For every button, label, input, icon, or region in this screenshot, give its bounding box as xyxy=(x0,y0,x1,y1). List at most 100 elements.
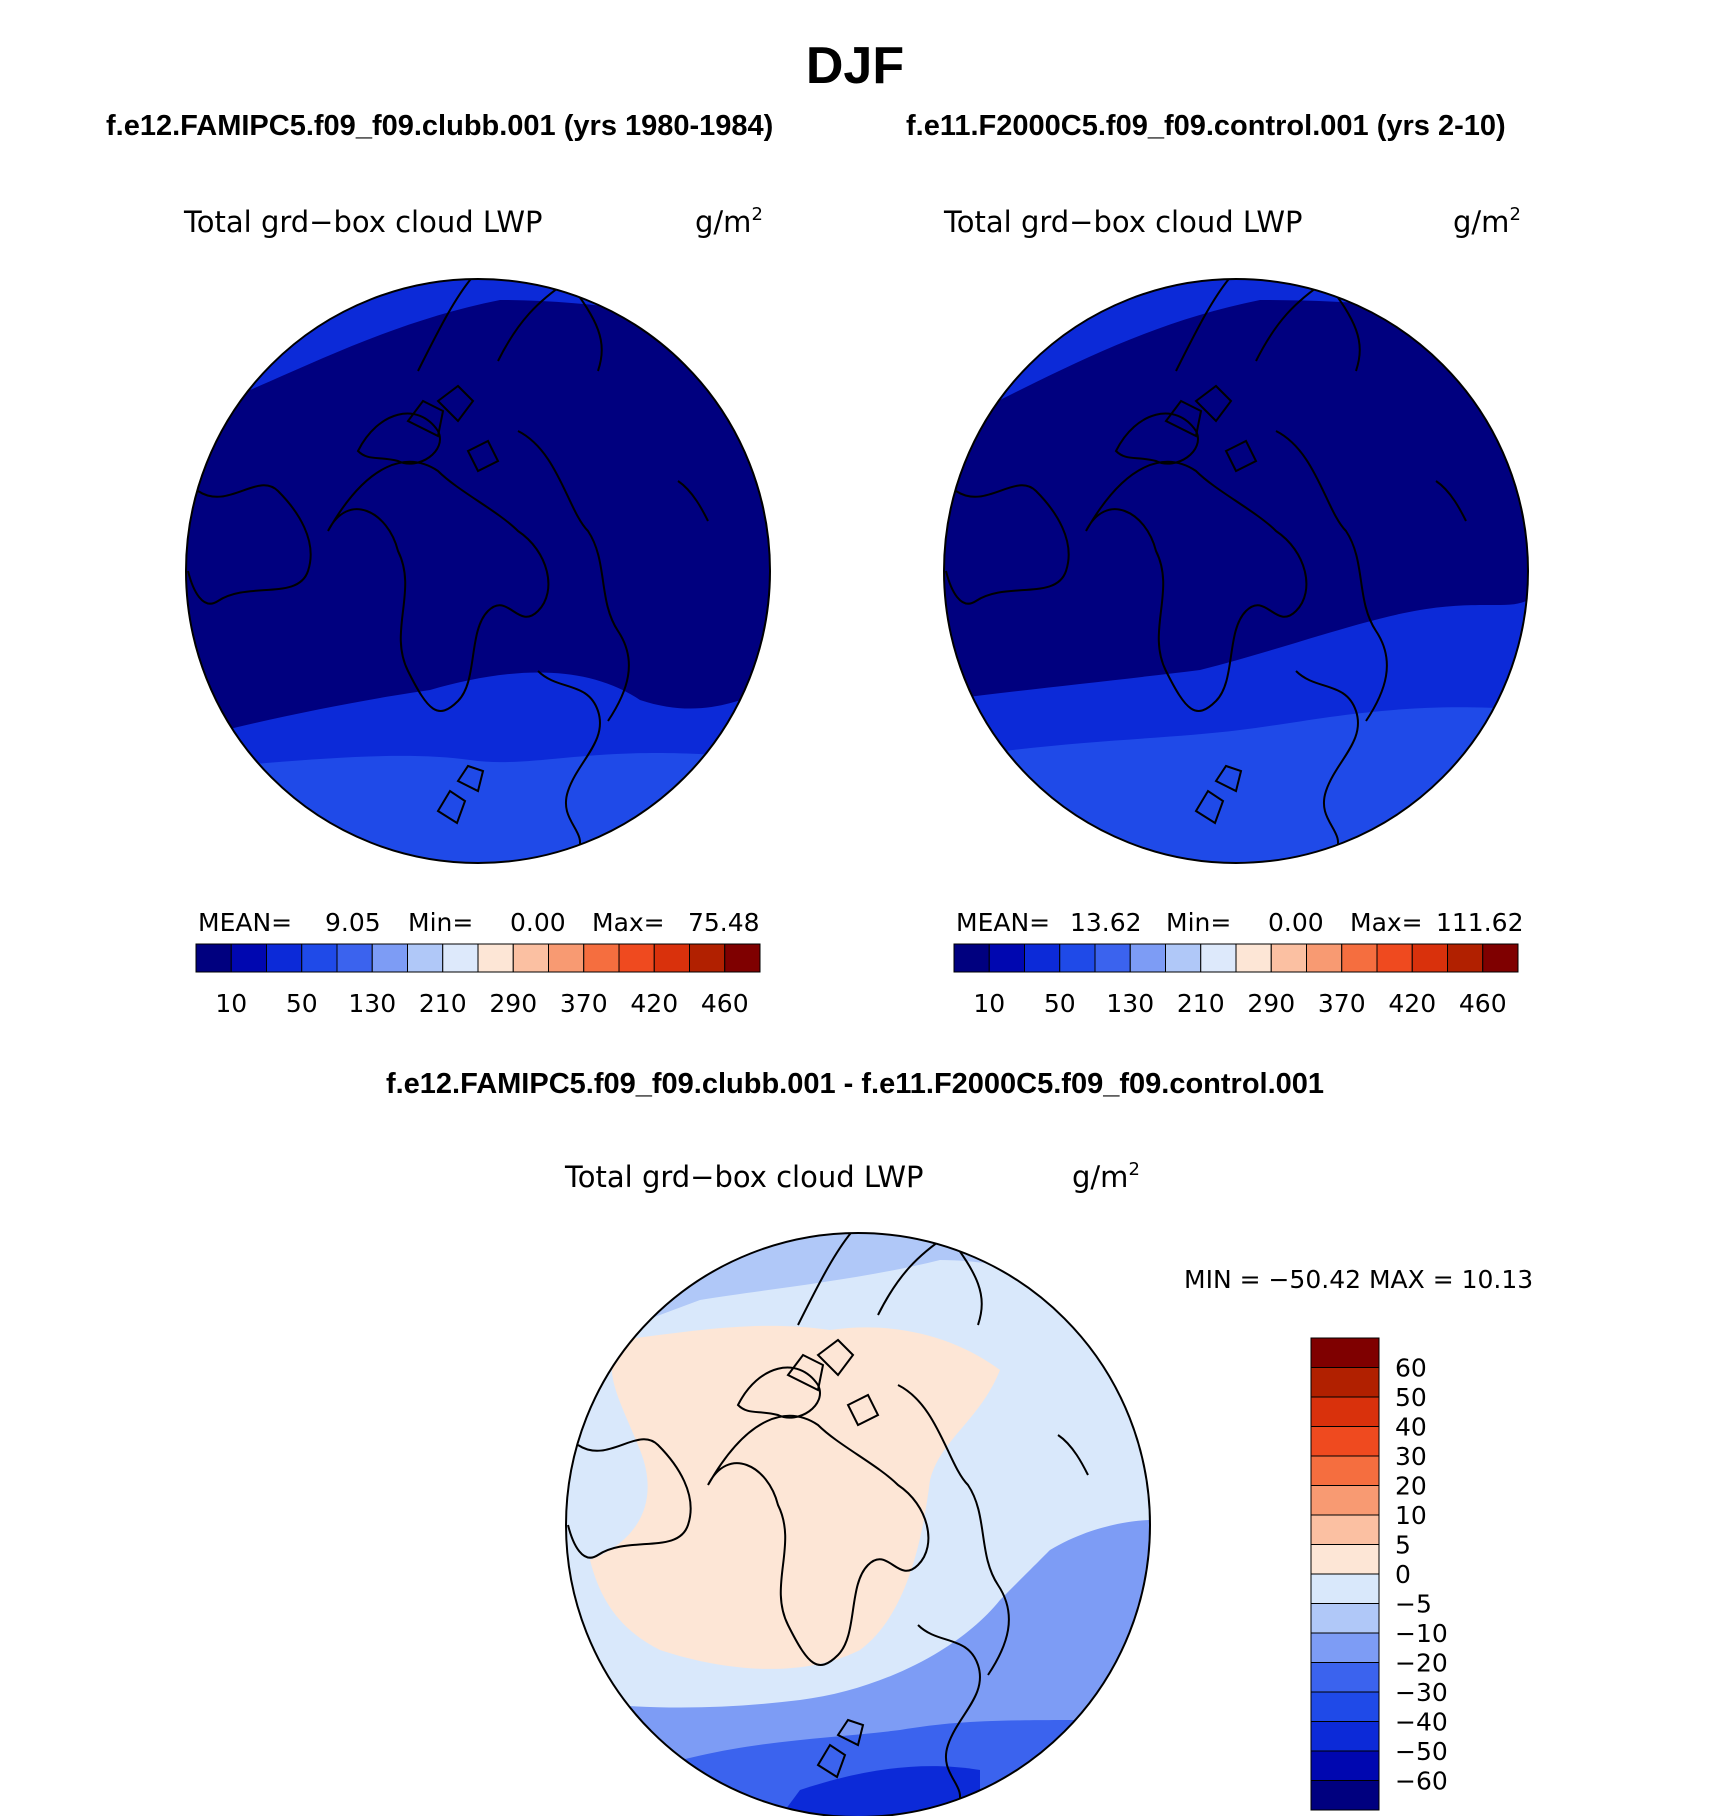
left-colorbar: 10 50 130 210 290 370 420 460 xyxy=(195,943,761,1018)
left-colorbar-swatch xyxy=(618,943,655,973)
left-colorbar-tick-label: 50 xyxy=(286,989,318,1018)
diff-colorbar-tick-label: 60 xyxy=(1395,1354,1427,1383)
diff-colorbar-swatch xyxy=(1310,1396,1380,1427)
left-min-value: 0.00 xyxy=(510,908,566,937)
right-colorbar-swatch xyxy=(1482,943,1519,973)
right-colorbar-tick-label: 290 xyxy=(1247,989,1295,1018)
left-colorbar-tick-label: 460 xyxy=(701,989,749,1018)
right-map: Total grd−box cloud LWP g/m2 MEAN= 13.62… xyxy=(943,204,1529,1018)
diff-colorbar-swatch xyxy=(1310,1573,1380,1604)
left-colorbar-swatch xyxy=(371,943,408,973)
right-min-value: 0.00 xyxy=(1268,908,1324,937)
diff-colorbar-tick-label: −40 xyxy=(1395,1708,1448,1737)
diff-colorbar-tick-label: −20 xyxy=(1395,1649,1448,1678)
left-colorbar-tick-label: 290 xyxy=(489,989,537,1018)
diff-map: Total grd−box cloud LWP g/m2 MIN = −50.4… xyxy=(564,1159,1533,1816)
right-colorbar-swatch xyxy=(1447,943,1484,973)
right-colorbar-swatch xyxy=(953,943,990,973)
right-colorbar-swatch xyxy=(1235,943,1272,973)
left-colorbar-swatch xyxy=(548,943,585,973)
right-colorbar-tick-label: 370 xyxy=(1318,989,1366,1018)
left-colorbar-swatch xyxy=(407,943,444,973)
right-units-label: g/m2 xyxy=(1453,204,1521,239)
right-colorbar-swatch xyxy=(1306,943,1343,973)
diff-colorbar-swatch xyxy=(1310,1367,1380,1398)
diff-colorbar-swatch xyxy=(1310,1780,1380,1811)
right-colorbar-swatch xyxy=(1376,943,1413,973)
left-colorbar-tick-label: 130 xyxy=(348,989,396,1018)
right-colorbar-tick-label: 130 xyxy=(1106,989,1154,1018)
diff-colorbar-tick-label: 30 xyxy=(1395,1442,1427,1471)
diff-field-positive-core xyxy=(590,1325,1000,1669)
diff-colorbar-swatch xyxy=(1310,1337,1380,1368)
left-colorbar-swatch xyxy=(266,943,303,973)
left-colorbar-swatch xyxy=(512,943,549,973)
diff-colorbar-tick-label: 40 xyxy=(1395,1413,1427,1442)
diff-field-south-neg-3 xyxy=(780,1766,980,1816)
right-mean-label: MEAN= xyxy=(956,908,1050,937)
diff-map-outline xyxy=(565,1232,1151,1816)
left-map-outline xyxy=(185,278,771,864)
right-mean-value: 13.62 xyxy=(1070,908,1142,937)
right-colorbar-tick-label: 50 xyxy=(1044,989,1076,1018)
diff-colorbar-tick-label: −50 xyxy=(1395,1737,1448,1766)
right-colorbar-swatch xyxy=(1341,943,1378,973)
right-colorbar-tick-label: 210 xyxy=(1177,989,1225,1018)
right-colorbar-swatch xyxy=(1200,943,1237,973)
left-colorbar-swatch xyxy=(442,943,479,973)
right-max-label: Max= xyxy=(1350,908,1423,937)
right-colorbar-swatch xyxy=(1411,943,1448,973)
left-mean-value: 9.05 xyxy=(325,908,381,937)
diff-colorbar-swatch xyxy=(1310,1514,1380,1545)
diff-colorbar-swatch xyxy=(1310,1750,1380,1781)
left-colorbar-swatch xyxy=(583,943,620,973)
left-min-label: Min= xyxy=(408,908,473,937)
right-colorbar: 10 50 130 210 290 370 420 460 xyxy=(953,943,1519,1018)
left-colorbar-tick-label: 10 xyxy=(215,989,247,1018)
right-colorbar-swatch xyxy=(1270,943,1307,973)
left-variable-label: Total grd−box cloud LWP xyxy=(183,205,543,239)
left-colorbar-tick-label: 210 xyxy=(419,989,467,1018)
left-map: Total grd−box cloud LWP g/m2 MEAN= 9.05 … xyxy=(183,204,771,1018)
left-colorbar-swatch xyxy=(301,943,338,973)
right-colorbar-swatch xyxy=(1024,943,1061,973)
diff-colorbar-tick-label: 10 xyxy=(1395,1501,1427,1530)
diff-colorbar-swatch xyxy=(1310,1455,1380,1486)
right-max-value: 111.62 xyxy=(1436,908,1523,937)
diff-colorbar-tick-label: −30 xyxy=(1395,1678,1448,1707)
right-colorbar-swatch xyxy=(1165,943,1202,973)
diff-colorbar-swatch xyxy=(1310,1721,1380,1752)
right-colorbar-tick-label: 10 xyxy=(973,989,1005,1018)
left-case-title: f.e12.FAMIPC5.f09_f09.clubb.001 (yrs 198… xyxy=(106,110,774,142)
diff-colorbar-swatch xyxy=(1310,1632,1380,1663)
left-colorbar-swatch xyxy=(195,943,232,973)
left-colorbar-swatch xyxy=(653,943,690,973)
diff-colorbar-swatch xyxy=(1310,1485,1380,1516)
right-colorbar-swatch xyxy=(988,943,1025,973)
left-colorbar-tick-label: 370 xyxy=(560,989,608,1018)
right-map-outline xyxy=(943,278,1529,864)
diff-colorbar-swatch xyxy=(1310,1426,1380,1457)
left-mean-label: MEAN= xyxy=(198,908,292,937)
right-colorbar-swatch xyxy=(1129,943,1166,973)
right-colorbar-swatch xyxy=(1059,943,1096,973)
diff-colorbar-tick-label: 5 xyxy=(1395,1531,1411,1560)
diff-colorbar-tick-label: −10 xyxy=(1395,1619,1448,1648)
diff-case-title: f.e12.FAMIPC5.f09_f09.clubb.001 - f.e11.… xyxy=(385,1068,1325,1100)
diff-units-label: g/m2 xyxy=(1072,1159,1140,1194)
left-units-label: g/m2 xyxy=(695,204,763,239)
left-max-label: Max= xyxy=(592,908,665,937)
left-colorbar-swatch xyxy=(689,943,726,973)
diff-colorbar-swatch xyxy=(1310,1662,1380,1693)
left-max-value: 75.48 xyxy=(688,908,760,937)
left-colorbar-tick-label: 420 xyxy=(630,989,678,1018)
right-colorbar-tick-label: 420 xyxy=(1388,989,1436,1018)
right-variable-label: Total grd−box cloud LWP xyxy=(943,205,1303,239)
diff-colorbar-tick-label: 50 xyxy=(1395,1383,1427,1412)
left-colorbar-swatch xyxy=(336,943,373,973)
diff-colorbar-swatch xyxy=(1310,1691,1380,1722)
diff-colorbar-swatch xyxy=(1310,1603,1380,1634)
diff-colorbar-swatch xyxy=(1310,1544,1380,1575)
